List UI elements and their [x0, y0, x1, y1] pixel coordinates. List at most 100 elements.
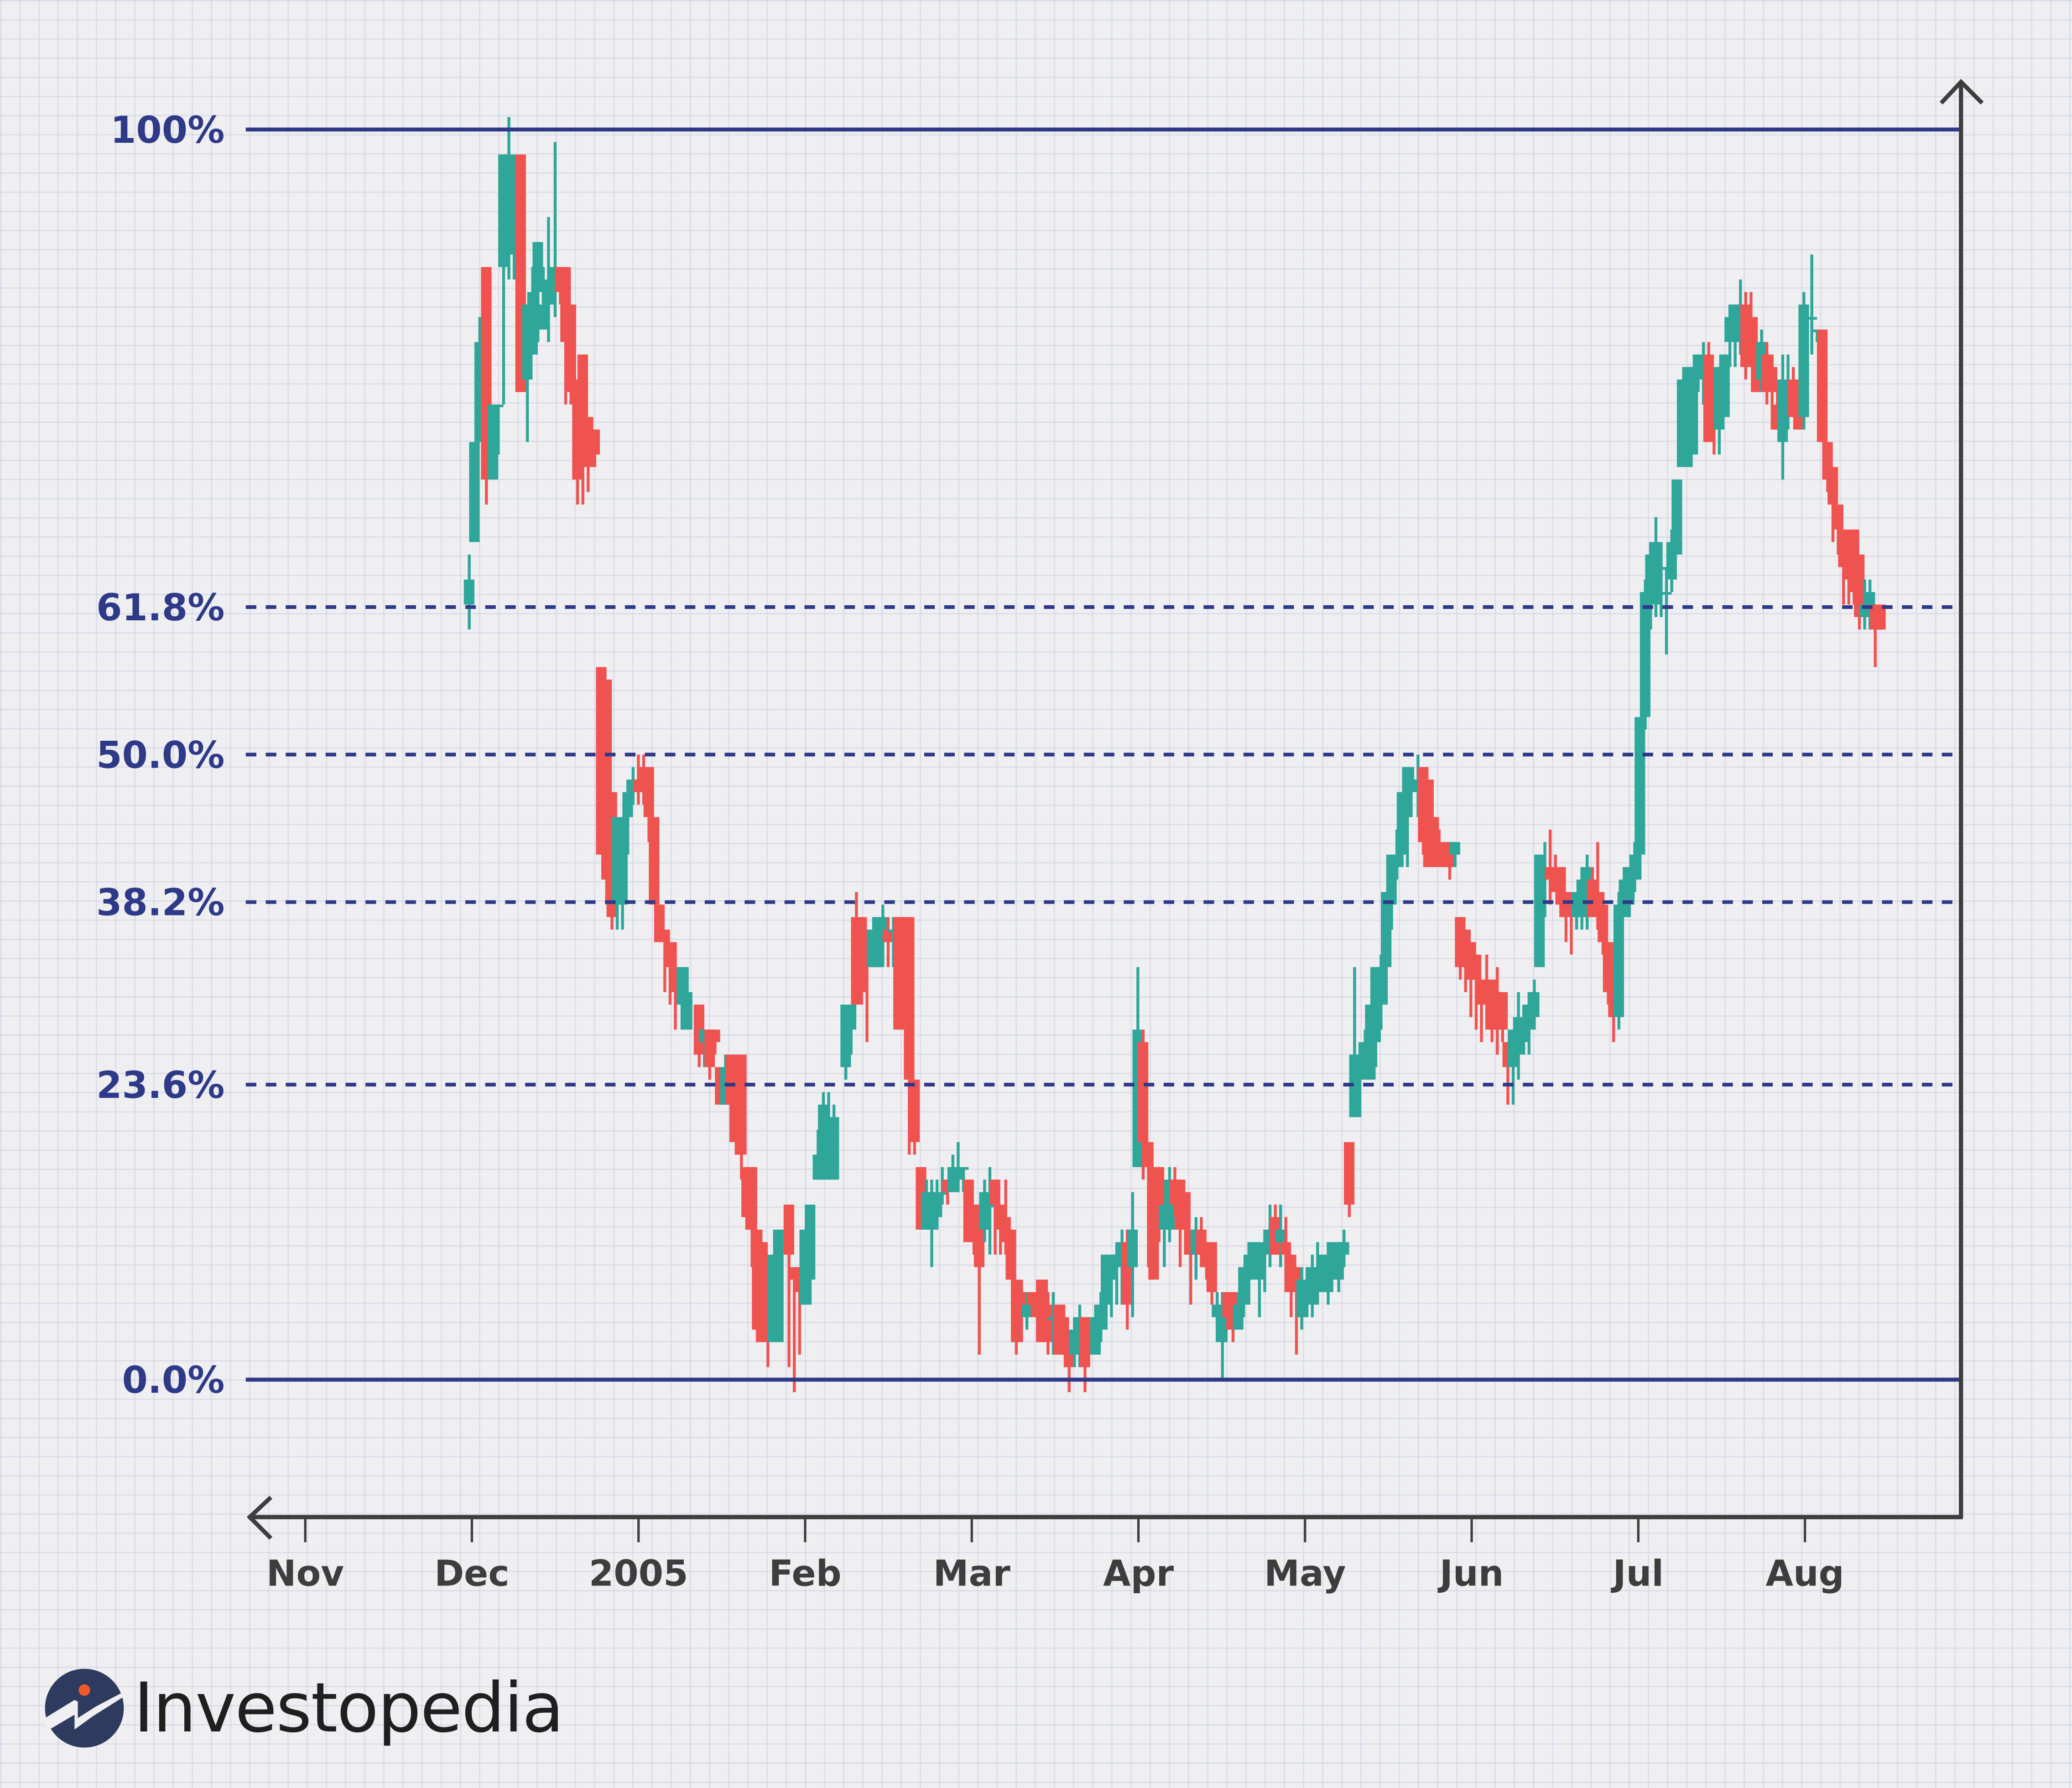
- x-tick-label: May: [1264, 1553, 1346, 1595]
- candle-down: [1042, 1292, 1053, 1355]
- candle-up: [487, 404, 499, 480]
- candle-down: [904, 917, 915, 1155]
- x-axis-ticks: Nov Dec 2005 Feb Mar Apr May Jun Jul Aug: [266, 1517, 1844, 1595]
- candle-down: [565, 304, 576, 405]
- candle-up: [469, 442, 480, 542]
- fib-level-label: 61.8%: [96, 587, 224, 629]
- candle-up: [1349, 967, 1360, 1118]
- candle-up: [532, 242, 543, 342]
- candle-up: [527, 267, 538, 355]
- fib-level-label: 38.2%: [96, 882, 224, 925]
- candle-up: [1529, 979, 1540, 1030]
- candle-down: [1005, 1229, 1016, 1280]
- candle-down: [709, 1029, 720, 1055]
- axes: [246, 78, 1984, 1540]
- candle-up: [617, 817, 628, 930]
- fibonacci-levels: 100% 61.8% 50.0% 38.2% 23.6% 0.0%: [96, 109, 1961, 1402]
- candle-up: [1640, 579, 1650, 730]
- candle-down: [1598, 892, 1609, 955]
- candle-up: [1613, 892, 1624, 1030]
- candle-down: [1180, 1192, 1191, 1255]
- candle-down: [736, 1055, 747, 1180]
- fib-level-label: 100%: [110, 109, 225, 152]
- candle-up: [1338, 1229, 1349, 1268]
- candle-down: [783, 1205, 794, 1367]
- candle-up: [463, 554, 474, 630]
- candle-up: [1534, 854, 1545, 967]
- candle-up: [1629, 842, 1640, 892]
- fib-level-61-8pct: 61.8%: [96, 587, 1961, 629]
- candle-up: [1671, 479, 1682, 555]
- fib-level-0-0pct: 0.0%: [122, 1359, 1961, 1402]
- candle-up: [1518, 1004, 1529, 1055]
- candle-up: [1687, 367, 1698, 455]
- candle-down: [1138, 1029, 1149, 1180]
- candle-down: [974, 1229, 985, 1355]
- candle-up: [828, 1104, 839, 1180]
- x-tick-label: Jun: [1437, 1553, 1504, 1595]
- candle-down: [1206, 1242, 1217, 1305]
- candle-up: [984, 1167, 995, 1255]
- candle-up: [1069, 1317, 1080, 1367]
- x-tick-label: Mar: [933, 1553, 1011, 1595]
- candle-up: [1806, 255, 1817, 355]
- candle-up: [979, 1180, 990, 1242]
- candle-up: [543, 217, 554, 342]
- candle-down: [1497, 992, 1508, 1042]
- candle-up: [958, 1167, 969, 1192]
- candle-up: [953, 1142, 963, 1192]
- brand-name: Investopedia: [134, 1668, 564, 1748]
- candle-up: [773, 1229, 784, 1342]
- investopedia-logo-icon: [45, 1668, 124, 1748]
- candle-up: [1449, 842, 1460, 868]
- candle-down: [1592, 842, 1603, 930]
- candle-up: [805, 1205, 816, 1305]
- x-tick-label: Feb: [769, 1553, 841, 1595]
- candle-down: [746, 1167, 757, 1268]
- x-tick-label: Nov: [266, 1553, 344, 1595]
- candle-down: [757, 1242, 768, 1342]
- candle-up: [1259, 1229, 1270, 1292]
- candle-down: [1343, 1142, 1355, 1217]
- candle-down: [1875, 604, 1886, 630]
- candle-down: [1010, 1279, 1022, 1355]
- investopedia-logo: Investopedia: [43, 1667, 564, 1749]
- candle-up: [1656, 542, 1666, 617]
- candle-down: [909, 1079, 920, 1155]
- candle-up: [1254, 1242, 1265, 1317]
- fib-level-label: 0.0%: [122, 1359, 225, 1402]
- candle-up: [1635, 717, 1645, 880]
- candle-down: [1817, 329, 1828, 442]
- candle-down: [882, 917, 894, 967]
- x-tick-label: Jul: [1611, 1553, 1664, 1595]
- x-tick-label: 2005: [589, 1553, 688, 1595]
- candle-up: [1095, 1292, 1106, 1342]
- candle-up: [493, 404, 504, 455]
- candle-down: [649, 817, 660, 905]
- candle-up: [845, 1004, 857, 1055]
- candle-up: [932, 1180, 942, 1230]
- candle-down: [1766, 354, 1778, 430]
- fib-level-50-0pct: 50.0%: [96, 734, 1961, 777]
- candle-down: [1854, 554, 1865, 630]
- fib-level-label: 50.0%: [96, 734, 224, 777]
- x-axis-arrow-icon: [246, 1496, 273, 1540]
- fib-level-label: 23.6%: [96, 1064, 224, 1107]
- candle-up: [1021, 1292, 1032, 1330]
- candle-up: [1391, 829, 1402, 880]
- candle-up: [1375, 954, 1386, 1030]
- x-tick-label: Apr: [1103, 1553, 1174, 1595]
- x-tick-label: Dec: [434, 1553, 509, 1595]
- candle-down: [643, 767, 654, 842]
- candle-up: [1275, 1205, 1286, 1268]
- fib-level-100pct: 100%: [110, 109, 1961, 152]
- candlestick-series: [463, 117, 1886, 1393]
- candle-up: [1777, 354, 1788, 480]
- x-tick-label: Aug: [1765, 1553, 1844, 1595]
- candle-up: [1233, 1292, 1244, 1330]
- candle-up: [1798, 292, 1809, 430]
- candle-up: [682, 967, 692, 1030]
- fib-level-38-2pct: 38.2%: [96, 882, 1961, 925]
- fib-level-23-6pct: 23.6%: [96, 1064, 1961, 1107]
